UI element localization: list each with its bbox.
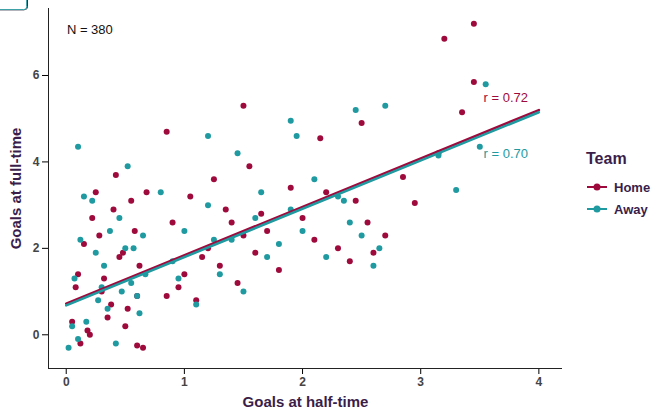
svg-text:N = 380: N = 380 [67, 22, 113, 37]
svg-text:r = 0.72: r = 0.72 [484, 90, 528, 105]
html-text:Away: Away [614, 201, 648, 217]
svg-text:4: 4 [536, 375, 543, 389]
svg-text:6: 6 [33, 68, 40, 82]
svg-text:r = 0.70: r = 0.70 [484, 146, 528, 161]
svg-text:0: 0 [63, 375, 70, 389]
html-text:Home: Home [614, 179, 651, 195]
html-text:Team: Team [586, 150, 627, 167]
svg-text:2: 2 [33, 241, 40, 255]
svg-text:Goals at full-time: Goals at full-time [7, 128, 24, 250]
svg-text:2: 2 [299, 375, 306, 389]
svg-text:3: 3 [417, 375, 424, 389]
svg-text:Goals at half-time: Goals at half-time [243, 393, 369, 410]
svg-text:4: 4 [33, 155, 40, 169]
svg-text:1: 1 [181, 375, 188, 389]
svg-text:0: 0 [33, 328, 40, 342]
